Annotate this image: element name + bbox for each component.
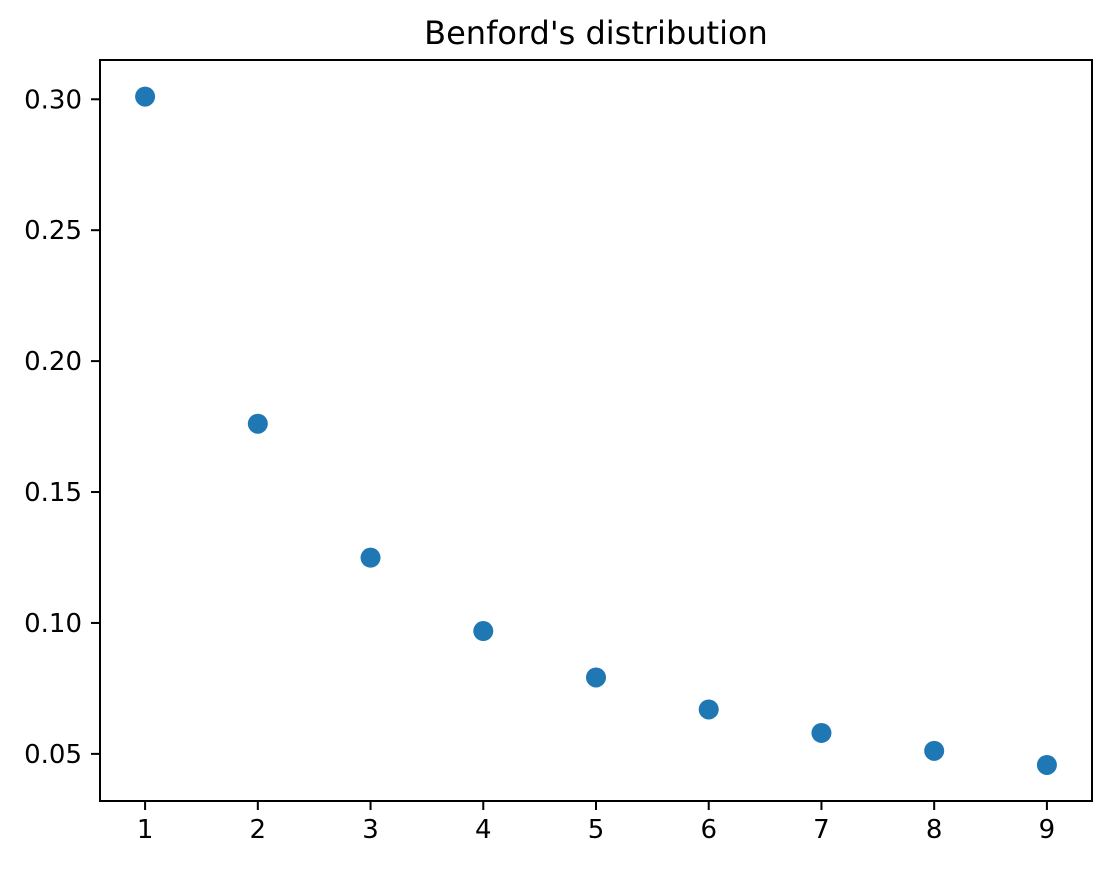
x-tick-label: 4: [475, 815, 492, 845]
x-tick-label: 7: [813, 815, 830, 845]
y-tick-label: 0.30: [24, 85, 82, 115]
y-tick-label: 0.10: [24, 609, 82, 639]
x-tick-label: 8: [926, 815, 943, 845]
data-point: [247, 413, 268, 434]
data-point: [698, 699, 719, 720]
data-point: [135, 86, 156, 107]
data-point: [360, 547, 381, 568]
data-point: [586, 667, 606, 688]
data-point: [473, 621, 494, 642]
y-tick-label: 0.20: [24, 347, 82, 377]
data-point: [924, 740, 945, 761]
x-tick-label: 1: [137, 815, 154, 845]
y-tick-label: 0.05: [24, 740, 82, 770]
x-tick-label: 9: [1039, 815, 1056, 845]
x-tick-label: 5: [588, 815, 605, 845]
data-point: [811, 722, 832, 743]
data-point: [1036, 754, 1057, 775]
chart-title: Benford's distribution: [424, 14, 768, 52]
y-tick-label: 0.25: [24, 216, 82, 246]
x-tick-label: 6: [700, 815, 717, 845]
x-tick-label: 3: [362, 815, 379, 845]
y-tick-label: 0.15: [24, 478, 82, 508]
x-tick-label: 2: [250, 815, 267, 845]
plot-border: [99, 59, 1093, 802]
